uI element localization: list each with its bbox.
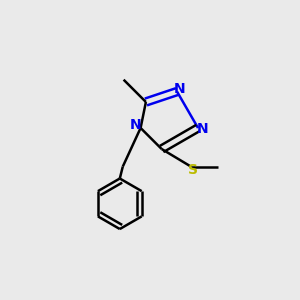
Text: S: S [188, 163, 198, 177]
Text: N: N [129, 118, 141, 132]
Text: N: N [174, 82, 186, 96]
Text: N: N [197, 122, 208, 136]
